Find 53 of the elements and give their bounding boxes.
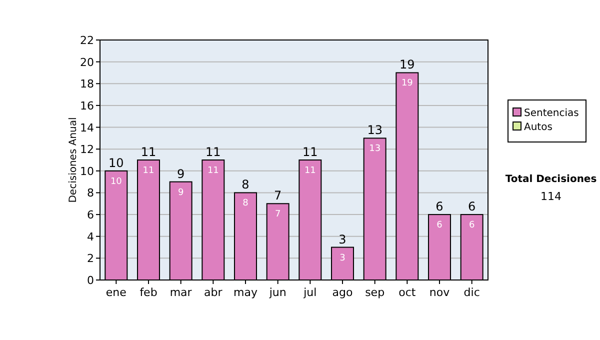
x-tick-label: may <box>234 286 258 299</box>
y-tick-label: 6 <box>87 208 94 222</box>
text: 114 <box>540 190 562 203</box>
x-tick-label: sep <box>365 286 385 299</box>
x-tick-label: feb <box>140 286 158 299</box>
x-tick-label: ago <box>332 286 353 299</box>
y-tick-label: 8 <box>87 186 94 200</box>
x-tick-label: jun <box>268 286 286 299</box>
total-label: 11 <box>206 145 221 159</box>
x-tick-label: oct <box>398 286 416 299</box>
x-tick-label: nov <box>429 286 450 299</box>
y-tick-label: 22 <box>80 34 94 47</box>
x-tick-label: mar <box>170 286 192 299</box>
total-label: 8 <box>242 178 250 192</box>
data-label: 11 <box>207 166 219 176</box>
data-label: 7 <box>274 210 281 220</box>
x-tick-label: ene <box>106 286 127 299</box>
total-label: 6 <box>436 200 444 214</box>
text: Total Decisiones <box>505 174 597 185</box>
y-tick-label: 2 <box>87 252 94 266</box>
data-label: 19 <box>401 78 414 89</box>
y-tick-label: 4 <box>87 230 94 244</box>
data-label: 13 <box>369 144 381 154</box>
total-label: 19 <box>400 58 415 72</box>
y-tick-label: 16 <box>80 99 94 112</box>
y-tick-label: 0 <box>87 274 94 287</box>
data-label: 6 <box>468 220 475 231</box>
data-label: 11 <box>304 166 316 176</box>
total-label: 7 <box>274 188 282 203</box>
y-tick-label: 14 <box>80 121 94 134</box>
y-tick-label: 20 <box>80 56 94 69</box>
data-label: 11 <box>142 166 154 176</box>
y-tick-label: 10 <box>80 164 94 178</box>
x-tick-label: jul <box>302 286 317 299</box>
data-label: 6 <box>436 220 443 231</box>
total-label: 10 <box>108 156 124 170</box>
x-tick-label: abr <box>204 286 223 299</box>
y-tick-label: 18 <box>80 78 94 91</box>
total-label: 13 <box>367 123 382 138</box>
legend-label: Autos <box>524 122 552 133</box>
total-label: 3 <box>338 232 346 246</box>
total-label: 6 <box>468 200 476 214</box>
x-tick-label: dic <box>464 286 480 299</box>
data-label: 8 <box>242 198 249 209</box>
data-label: 9 <box>178 188 184 198</box>
total-label: 11 <box>140 145 156 159</box>
data-label: 10 <box>110 176 122 187</box>
legend-label: Sentencias <box>524 108 579 119</box>
total-label: 9 <box>177 166 185 181</box>
data-label: 3 <box>340 253 346 264</box>
y-tick-label: 12 <box>80 143 94 156</box>
y-axis-title: Decisiones Anual <box>68 117 79 203</box>
total-label: 11 <box>302 145 318 159</box>
